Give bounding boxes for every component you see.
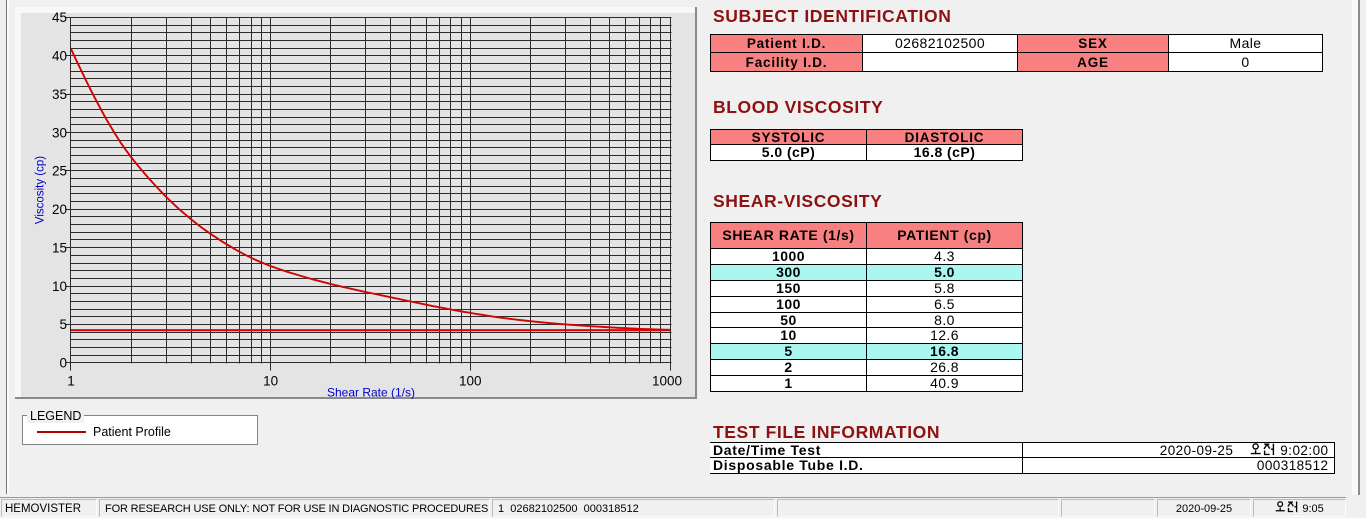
svg-text:0: 0 (59, 356, 67, 371)
svg-text:20: 20 (52, 202, 67, 217)
svg-text:40: 40 (52, 49, 67, 64)
svg-text:1: 1 (67, 374, 75, 389)
svg-text:100: 100 (459, 374, 482, 389)
svg-text:Viscosity (cp): Viscosity (cp) (35, 156, 47, 224)
svg-text:Shear Rate (1/s): Shear Rate (1/s) (327, 386, 415, 400)
svg-text:30: 30 (52, 125, 67, 140)
svg-text:10: 10 (52, 279, 67, 294)
svg-text:35: 35 (52, 87, 67, 102)
svg-text:45: 45 (52, 10, 67, 25)
svg-text:1000: 1000 (652, 374, 682, 389)
svg-text:10: 10 (263, 374, 278, 389)
svg-text:25: 25 (52, 164, 67, 179)
svg-text:15: 15 (52, 241, 67, 256)
svg-text:5: 5 (59, 317, 67, 332)
